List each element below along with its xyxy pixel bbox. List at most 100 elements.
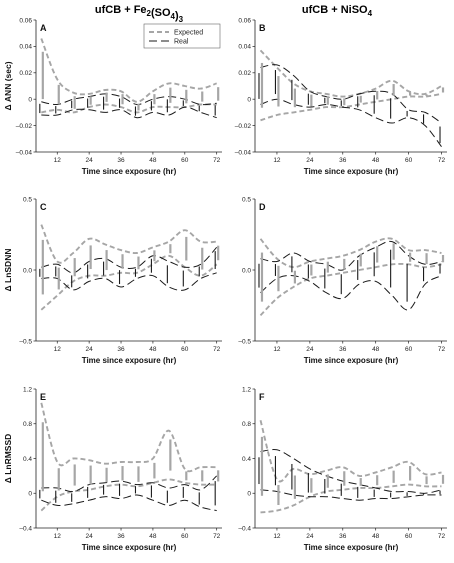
x-tick-label: 12: [273, 533, 281, 540]
series-real-lower: [41, 272, 217, 291]
panel-b: –0.04 –0.02 0 0.02 0.04 0.06 12 24 36 48 60 72 Time …: [235, 17, 447, 176]
x-tick-label: 12: [54, 346, 62, 353]
y-tick-label: 1.2: [242, 386, 251, 393]
series-real-upper: [260, 449, 442, 494]
panel-c: –0.5 0.0 0.5 12 24 36 48 60 72 Time since exposur…: [3, 196, 222, 365]
x-tick-label: 36: [117, 533, 125, 540]
x-tick-label: 48: [149, 346, 157, 353]
x-tick-label: 60: [405, 533, 413, 540]
series-real-upper: [41, 475, 218, 493]
x-tick-label: 36: [117, 346, 125, 353]
x-tick-label: 36: [339, 157, 347, 164]
x-axis-label: Time since exposure (hr): [82, 543, 177, 552]
y-tick-label: 0: [247, 491, 251, 498]
x-tick-label: 12: [54, 157, 62, 164]
x-tick-label: 24: [306, 346, 314, 353]
series-expected-upper: [40, 38, 218, 103]
y-tick-label: 0.4: [242, 456, 251, 463]
series-real-lower: [260, 275, 442, 311]
y-tick-label: –0.02: [16, 123, 33, 130]
panels-group: –0.04 –0.02 0 0.02 0.04 0.06 12 24 36 48 60 72 Time …: [3, 17, 447, 552]
panel-label: B: [259, 23, 266, 33]
series-real-lower: [260, 489, 442, 501]
y-tick-label: 0.0: [23, 267, 32, 274]
x-tick-label: 24: [306, 157, 314, 164]
x-tick-label: 60: [181, 157, 189, 164]
y-tick-label: 0.06: [19, 17, 32, 24]
series-expected-upper: [259, 420, 442, 483]
series-expected-lower: [40, 478, 217, 512]
y-tick-label: –0.02: [235, 123, 252, 130]
series-expected-lower: [259, 262, 442, 317]
series-expected-upper: [40, 402, 217, 473]
x-tick-label: 36: [339, 533, 347, 540]
y-tick-label: 0.5: [242, 196, 251, 203]
column-title-left: ufCB + Fe2(SO4)3: [95, 4, 184, 24]
x-axis-label: Time since exposure (hr): [82, 167, 177, 176]
x-tick-label: 72: [213, 346, 221, 353]
y-tick-label: 0.4: [23, 456, 32, 463]
y-axis-label: Δ LnSDNN: [3, 249, 13, 292]
series-expected-lower: [260, 92, 442, 122]
x-tick-label: 60: [405, 157, 413, 164]
x-tick-label: 24: [86, 157, 94, 164]
y-axis-label: Δ ANN (sec): [3, 61, 13, 110]
y-tick-label: 0.04: [19, 44, 32, 51]
x-tick-label: 12: [54, 533, 62, 540]
x-axis-label: Time since exposure (hr): [304, 167, 399, 176]
series-real-upper: [260, 64, 442, 124]
x-tick-label: 72: [438, 346, 446, 353]
x-tick-label: 60: [405, 346, 413, 353]
y-tick-label: –0.4: [19, 525, 32, 532]
series-expected-upper: [259, 237, 442, 269]
x-tick-label: 48: [149, 533, 157, 540]
x-tick-label: 60: [181, 533, 189, 540]
series-real-lower: [41, 106, 217, 119]
x-axis-label: Time since exposure (hr): [82, 356, 177, 365]
x-tick-label: 48: [372, 157, 380, 164]
panel-label: C: [40, 202, 47, 212]
legend-box: [143, 23, 221, 49]
x-tick-label: 72: [438, 533, 446, 540]
panel-label: E: [40, 392, 46, 402]
x-tick-label: 48: [372, 533, 380, 540]
panel-d: –0.5 0.0 0.5 12 24 36 48 60 72 Time since exposur…: [238, 196, 447, 365]
y-tick-label: 0.8: [23, 421, 32, 428]
x-tick-label: 48: [372, 346, 380, 353]
y-tick-label: –0.5: [238, 338, 251, 345]
x-tick-label: 72: [438, 157, 446, 164]
y-axis-label: Δ LnRMSSD: [3, 434, 13, 484]
x-tick-label: 12: [273, 346, 281, 353]
series-real-upper: [41, 246, 218, 274]
x-tick-label: 24: [86, 533, 94, 540]
column-title-right: ufCB + NiSO4: [302, 4, 373, 18]
y-tick-label: 0.06: [238, 17, 251, 24]
x-tick-label: 48: [149, 157, 157, 164]
x-tick-label: 36: [117, 157, 125, 164]
y-tick-label: 0.0: [242, 267, 251, 274]
y-tick-label: 0.5: [23, 196, 32, 203]
panel-a: –0.04 –0.02 0 0.02 0.04 0.06 12 24 36 48 60 72 Time …: [3, 17, 222, 176]
y-tick-label: 0: [247, 97, 251, 104]
panel-e: –0.4 0 0.4 0.8 1.2 12 24 36 48 60 72 Time since exp…: [3, 386, 222, 552]
series-expected-upper: [40, 224, 217, 264]
panel-label: A: [40, 23, 47, 33]
x-tick-label: 72: [213, 533, 221, 540]
y-tick-label: –0.04: [235, 149, 252, 156]
y-tick-label: 0.02: [19, 70, 32, 77]
y-tick-label: 0: [28, 97, 32, 104]
x-tick-label: 24: [306, 533, 314, 540]
y-tick-label: –0.5: [19, 338, 32, 345]
legend-label-expected: Expected: [174, 30, 203, 37]
panel-label: D: [259, 202, 266, 212]
x-axis-label: Time since exposure (hr): [304, 543, 399, 552]
x-tick-label: 24: [86, 346, 94, 353]
x-tick-label: 12: [273, 157, 281, 164]
x-tick-label: 36: [339, 346, 347, 353]
y-tick-label: 0.04: [238, 44, 251, 51]
y-tick-label: 0.02: [238, 70, 251, 77]
y-tick-label: –0.4: [238, 525, 251, 532]
x-axis-label: Time since exposure (hr): [304, 356, 399, 365]
y-tick-label: –0.04: [16, 149, 33, 156]
